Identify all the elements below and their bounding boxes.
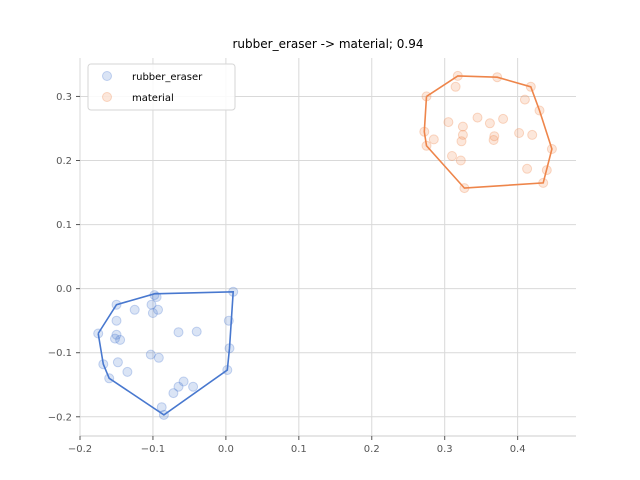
data-point-material [522, 163, 533, 174]
data-point-rubber-eraser [147, 308, 158, 318]
data-point-material [456, 136, 467, 147]
x-tick-label: 0.0 [218, 444, 234, 455]
data-point-rubber-eraser [145, 349, 156, 360]
legend-label-rubber-eraser: rubber_eraser [132, 72, 203, 83]
data-point-material [514, 128, 525, 138]
hull-line-rubber-eraser [97, 290, 235, 416]
data-point-rubber-eraser [122, 366, 133, 377]
data-point-rubber-eraser [112, 357, 123, 368]
y-tick-label: −0.1 [48, 348, 72, 359]
data-point-material [527, 129, 538, 140]
x-tick-label: −0.2 [68, 444, 92, 455]
data-point-material [457, 121, 468, 132]
y-tick-label: 0.1 [56, 220, 72, 231]
y-tick-label: −0.2 [48, 412, 72, 423]
series-material [419, 70, 557, 194]
data-point-rubber-eraser [173, 381, 184, 392]
x-tick-label: 0.3 [437, 444, 453, 455]
data-point-material [484, 118, 495, 129]
data-point-rubber-eraser [153, 304, 163, 315]
data-point-rubber-eraser [156, 402, 167, 413]
data-point-rubber-eraser [111, 315, 122, 326]
data-point-rubber-eraser [129, 304, 140, 315]
x-tick-label: 0.2 [364, 444, 380, 455]
legend-marker-rubber-eraser [102, 71, 112, 81]
data-point-rubber-eraser [168, 388, 179, 399]
data-point-material [457, 129, 468, 140]
grid [79, 58, 576, 436]
x-tick-labels: −0.2 −0.1 0.0 0.1 0.2 0.3 0.4 [68, 436, 526, 455]
data-point-rubber-eraser [151, 292, 162, 302]
legend: rubber_eraser material [87, 63, 236, 111]
data-point-material [489, 131, 500, 142]
data-point-material [443, 117, 454, 128]
y-tick-label: 0.0 [56, 284, 72, 295]
legend-label-material: material [132, 93, 174, 104]
hull-line-material [423, 75, 553, 189]
data-point-material [447, 151, 457, 161]
data-point-rubber-eraser [191, 326, 202, 337]
data-point-material [488, 135, 499, 145]
data-point-material [519, 94, 530, 105]
data-point-material [450, 81, 461, 92]
y-tick-label: 0.2 [56, 156, 72, 167]
data-point-rubber-eraser [178, 376, 189, 387]
series-rubber-eraser [93, 286, 239, 420]
x-tick-label: −0.1 [141, 444, 165, 455]
data-point-material [498, 113, 509, 124]
data-point-rubber-eraser [111, 329, 122, 340]
series [93, 70, 557, 420]
data-point-rubber-eraser [110, 333, 120, 344]
data-point-material [472, 112, 483, 123]
data-point-rubber-eraser [146, 299, 157, 310]
data-point-rubber-eraser [173, 327, 184, 338]
y-tick-label: 0.3 [56, 92, 72, 103]
x-tick-label: 0.4 [510, 444, 526, 455]
legend-box [87, 63, 236, 111]
data-point-rubber-eraser [188, 381, 199, 392]
data-point-rubber-eraser [115, 334, 126, 345]
data-point-rubber-eraser [153, 352, 164, 363]
data-point-material [455, 155, 466, 166]
x-tick-label: 0.1 [291, 444, 307, 455]
y-tick-labels: −0.2 −0.1 0.0 0.1 0.2 0.3 [48, 92, 80, 423]
legend-marker-material [102, 92, 112, 102]
data-point-material [428, 134, 439, 145]
chart-title: rubber_eraser -> material; 0.94 [232, 37, 423, 51]
